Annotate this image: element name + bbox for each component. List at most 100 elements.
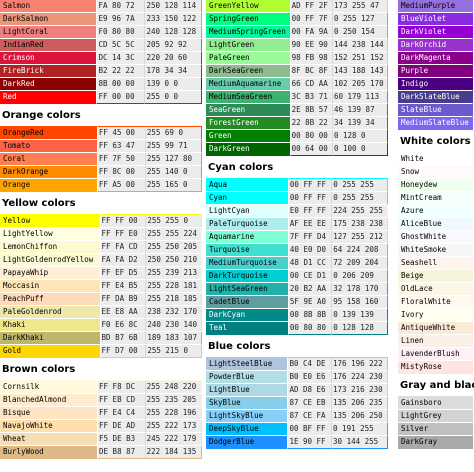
rgb-value: 64 224 208 bbox=[332, 244, 388, 257]
rgb-value: 0 255 255 bbox=[332, 192, 388, 205]
color-name: Seashell bbox=[398, 257, 473, 270]
color-row: LightSkyBlue 87 CE FA 135 206 250 bbox=[206, 410, 388, 423]
rgb-value: 233 150 122 bbox=[145, 13, 202, 26]
color-name: MistyRose bbox=[398, 361, 473, 374]
hex-value: FF 00 00 bbox=[97, 91, 146, 104]
rgb-value: 32 178 170 bbox=[332, 283, 388, 296]
color-row: PapayaWhip FF EF D5 255 239 213 bbox=[0, 267, 202, 280]
rgb-value: 34 139 34 bbox=[332, 117, 388, 130]
hex-value: 20 B2 AA bbox=[288, 283, 333, 296]
color-row: DarkRed 8B 00 00 139 0 0 bbox=[0, 78, 202, 91]
color-row: DarkKhaki BD B7 6B 189 183 107 bbox=[0, 332, 202, 345]
color-name: Aquamarine bbox=[206, 231, 289, 244]
color-name: SpringGreen bbox=[206, 13, 291, 26]
color-name: Silver bbox=[398, 423, 473, 436]
color-row: AntiqueWhite bbox=[398, 322, 473, 335]
color-name: MediumPurple bbox=[398, 0, 473, 13]
color-row: DarkGray bbox=[398, 436, 473, 449]
rgb-value: 95 158 160 bbox=[332, 296, 388, 309]
rgb-value: 135 206 250 bbox=[332, 410, 388, 423]
color-row: BurlyWood DE B8 87 222 184 135 bbox=[0, 446, 202, 459]
hex-value: EE E8 AA bbox=[100, 306, 147, 319]
color-table: LightSteelBlue B0 C4 DE 176 196 222 PowderB… bbox=[206, 357, 388, 449]
color-name: PaleGreen bbox=[206, 52, 291, 65]
color-name: Green bbox=[206, 130, 291, 143]
color-name: DarkKhaki bbox=[0, 332, 101, 345]
rgb-value: 255 127 80 bbox=[145, 153, 202, 166]
rgb-value: 46 139 87 bbox=[332, 104, 388, 117]
rgb-value: 255 99 71 bbox=[145, 140, 202, 153]
hex-value: AD FF 2F bbox=[290, 0, 333, 13]
color-name: LightSkyBlue bbox=[206, 410, 289, 423]
color-name: MediumTurquoise bbox=[206, 257, 289, 270]
hex-value: FF FF 00 bbox=[100, 214, 147, 228]
color-row: Moccasin FF E4 B5 255 228 181 bbox=[0, 280, 202, 293]
color-row: PeachPuff FF DA B9 255 218 185 bbox=[0, 293, 202, 306]
color-row: BlueViolet bbox=[398, 13, 473, 26]
rgb-value: 255 228 196 bbox=[145, 407, 202, 420]
color-row: BlanchedAlmond FF EB CD 255 235 205 bbox=[0, 394, 202, 407]
rgb-value: 30 144 255 bbox=[332, 436, 388, 449]
hex-value: E0 FF FF bbox=[288, 205, 333, 218]
rgb-value: 139 0 0 bbox=[145, 78, 202, 91]
color-name: LightBlue bbox=[206, 384, 289, 397]
color-row: Honeydew bbox=[398, 179, 473, 192]
color-row: Orange FF A5 00 255 165 0 bbox=[0, 179, 202, 192]
color-name: Crimson bbox=[0, 52, 98, 65]
color-row: Wheat F5 DE B3 245 222 179 bbox=[0, 433, 202, 446]
color-table: GreenYellow AD FF 2F 173 255 47 SpringGreen… bbox=[206, 0, 388, 156]
rgb-value: 255 69 0 bbox=[145, 126, 202, 140]
color-column-right: MediumPurple BlueViolet DarkViolet DarkOrch… bbox=[398, 0, 474, 449]
color-row: LightGrey bbox=[398, 410, 473, 423]
color-name: LightCyan bbox=[206, 205, 289, 218]
rgb-value: 0 139 139 bbox=[332, 309, 388, 322]
hex-value: 5F 9E A0 bbox=[288, 296, 333, 309]
hex-value: FF D7 00 bbox=[100, 345, 147, 358]
hex-value: FF 45 00 bbox=[97, 126, 146, 140]
hex-value: 8F BC 8F bbox=[290, 65, 333, 78]
hex-value: B0 C4 DE bbox=[288, 357, 333, 371]
color-name: Orange bbox=[0, 179, 98, 192]
color-row: FloralWhite bbox=[398, 296, 473, 309]
color-name: DarkOrchid bbox=[398, 39, 473, 52]
hex-value: 87 CE EB bbox=[288, 397, 333, 410]
color-name: Teal bbox=[206, 322, 289, 335]
color-name: LightGreen bbox=[206, 39, 291, 52]
color-name: Tomato bbox=[0, 140, 98, 153]
rgb-value: 175 238 238 bbox=[332, 218, 388, 231]
hex-value: F0 80 80 bbox=[97, 26, 146, 39]
hex-value: FF 7F 50 bbox=[97, 153, 146, 166]
color-group: Blue colors LightSteelBlue B0 C4 DE 176 196… bbox=[206, 335, 388, 449]
hex-value: FF E4 B5 bbox=[100, 280, 147, 293]
rgb-value: 144 238 144 bbox=[332, 39, 388, 52]
color-name: Gold bbox=[0, 345, 101, 358]
color-name: Honeydew bbox=[398, 179, 473, 192]
hex-value: 40 E0 D0 bbox=[288, 244, 333, 257]
color-row: Seashell bbox=[398, 257, 473, 270]
color-name: PowderBlue bbox=[206, 371, 289, 384]
color-row: DarkCyan 00 8B 8B 0 139 139 bbox=[206, 309, 388, 322]
color-row: LightCyan E0 FF FF 224 255 255 bbox=[206, 205, 388, 218]
color-name: LemonChiffon bbox=[0, 241, 101, 254]
rgb-value: 220 20 60 bbox=[145, 52, 202, 65]
color-row: LightSteelBlue B0 C4 DE 176 196 222 bbox=[206, 357, 388, 371]
color-name: Purple bbox=[398, 65, 473, 78]
color-row: Gold FF D7 00 255 215 0 bbox=[0, 345, 202, 358]
hex-value: E9 96 7A bbox=[97, 13, 146, 26]
hex-value: 00 8B 8B bbox=[288, 309, 333, 322]
color-table: Gainsboro LightGrey Silver DarkGray bbox=[398, 396, 473, 449]
color-name: Cornsilk bbox=[0, 380, 99, 394]
rgb-value: 250 250 210 bbox=[146, 254, 202, 267]
hex-value: CD 5C 5C bbox=[97, 39, 146, 52]
rgb-value: 238 232 170 bbox=[146, 306, 202, 319]
color-row: LightGoldenrodYellow FA FA D2 250 250 210 bbox=[0, 254, 202, 267]
color-row: DarkSalmon E9 96 7A 233 150 122 bbox=[0, 13, 202, 26]
group-heading: Gray and black colors bbox=[400, 380, 474, 391]
color-table: Salmon FA 80 72 250 128 114 DarkSalmon E9 96… bbox=[0, 0, 202, 104]
color-row: DarkTurquoise 00 CE D1 0 206 209 bbox=[206, 270, 388, 283]
rgb-value: 127 255 212 bbox=[332, 231, 388, 244]
rgb-value: 255 228 181 bbox=[146, 280, 202, 293]
hex-value: FF DA B9 bbox=[100, 293, 147, 306]
hex-value: 7F FF D4 bbox=[288, 231, 333, 244]
color-row: MediumAquamarine 66 CD AA 102 205 170 bbox=[206, 78, 388, 91]
